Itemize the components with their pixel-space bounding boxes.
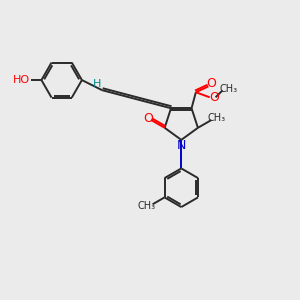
Text: CH₃: CH₃ — [220, 85, 238, 94]
Text: O: O — [207, 77, 217, 90]
Text: CH₃: CH₃ — [208, 113, 226, 123]
Text: CH₃: CH₃ — [138, 201, 156, 211]
Text: HO: HO — [13, 75, 30, 85]
Text: H: H — [93, 79, 102, 89]
Text: O: O — [143, 112, 153, 125]
Text: N: N — [177, 139, 186, 152]
Text: O: O — [209, 91, 219, 104]
